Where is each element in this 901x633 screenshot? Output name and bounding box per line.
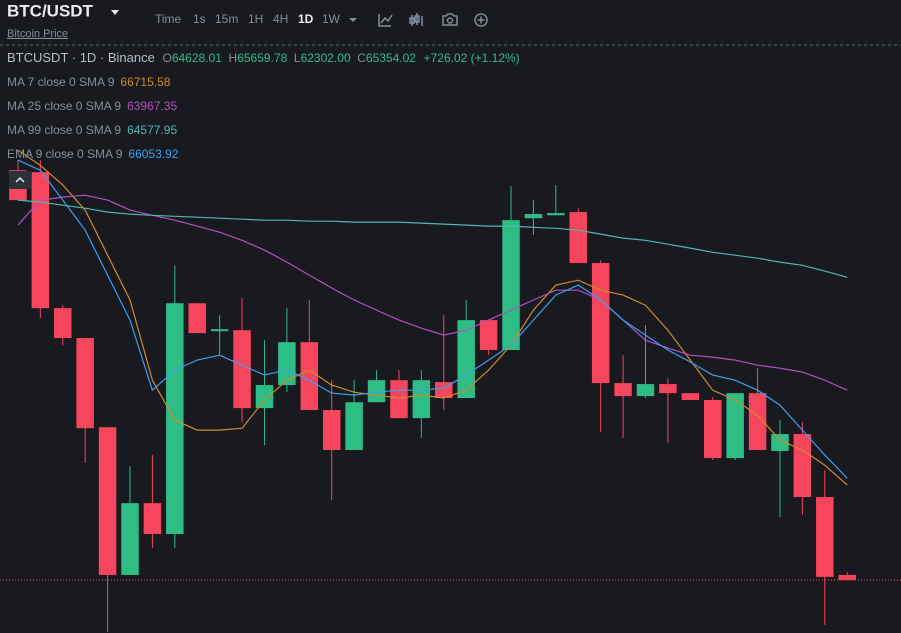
candle-body [390, 380, 408, 419]
candle-body [166, 303, 184, 535]
candle-body [636, 384, 655, 397]
ma-legend-value: 64577.95 [127, 123, 177, 137]
more-intervals[interactable] [349, 18, 357, 22]
candle-body [278, 342, 296, 386]
ma-legend-name: EMA 9 close 0 SMA 9 [7, 147, 123, 161]
candle-body [76, 338, 94, 429]
candle-body [524, 214, 543, 219]
candle-body [233, 330, 251, 409]
candle-body [255, 385, 274, 409]
candle-body [591, 263, 610, 384]
ma-legend-name: MA 7 close 0 SMA 9 [7, 75, 115, 89]
ohlc-value: 65659.78 [237, 51, 287, 65]
ma-line [17, 159, 848, 479]
candle-body [143, 503, 162, 535]
candle-body [771, 434, 789, 451]
ma-legend-name: MA 99 close 0 SMA 9 [7, 123, 121, 137]
symbol[interactable]: BTC/USDT [7, 1, 94, 20]
symbol-dropdown[interactable] [111, 10, 119, 15]
toolbar: Time 1s 15m 1H 4H 1D 1W [155, 12, 341, 26]
subtitle-link[interactable]: Bitcoin Price [7, 28, 68, 40]
ohlc-label: H [229, 51, 238, 65]
candle-body [726, 393, 744, 459]
candle-body [412, 380, 431, 419]
collapse-button[interactable] [9, 171, 31, 189]
chart-type-icon[interactable] [409, 13, 423, 26]
candle-body [547, 213, 565, 216]
candle-body [748, 393, 767, 450]
interval-button[interactable]: 1D [298, 12, 314, 26]
candle-body [816, 497, 834, 577]
interval-button[interactable]: 15m [215, 12, 238, 26]
ma-legend: MA 7 close 0 SMA 9 66715.58 MA 25 close 0 … [7, 75, 179, 161]
ma-line [17, 199, 848, 278]
ma-legend-value: 66053.92 [128, 147, 178, 161]
candle-body [569, 212, 587, 264]
ohlc-value: 65354.02 [366, 51, 416, 65]
candle-body [793, 434, 812, 498]
indicator-icon[interactable] [378, 14, 393, 27]
candle-body [659, 384, 677, 394]
candle-body [614, 383, 632, 397]
candle-body [54, 308, 72, 339]
interval-button[interactable]: 1s [193, 12, 206, 26]
candle-body [31, 172, 50, 309]
candle-body [300, 342, 319, 411]
ohlc-label: O [162, 51, 171, 65]
ma-legend-row: MA 7 close 0 SMA 9 66715.58 [7, 75, 171, 89]
ma-legend-row: MA 99 close 0 SMA 9 64577.95 [7, 123, 177, 137]
ohlc-value: 62302.00 [301, 51, 351, 65]
candle-body [502, 220, 520, 351]
ma-line [17, 194, 848, 391]
ohlc-label: L [294, 51, 301, 65]
legend-title: BTCUSDT · 1D · Binance [7, 50, 155, 65]
ma-legend-value: 63967.35 [127, 99, 177, 113]
candle-body [703, 400, 722, 459]
candle-body [367, 380, 386, 403]
candle-body [121, 503, 139, 575]
ma-legend-row: MA 25 close 0 SMA 9 63967.35 [7, 99, 177, 113]
interval-button[interactable]: 1W [322, 12, 341, 26]
candle-body [188, 303, 206, 334]
interval-button[interactable]: 4H [273, 12, 288, 26]
plot-area [0, 149, 901, 633]
candle-body [838, 574, 856, 581]
candle-body [457, 320, 475, 399]
ohlc-label: C [357, 51, 366, 65]
candle-body [98, 427, 117, 575]
candle-body [322, 410, 341, 450]
candle-body [210, 329, 229, 332]
candle-body [681, 393, 700, 401]
interval-button[interactable]: 1H [248, 12, 263, 26]
ma-legend-name: MA 25 close 0 SMA 9 [7, 99, 121, 113]
interval-button[interactable]: Time [155, 12, 182, 26]
ma-legend-row: EMA 9 close 0 SMA 9 66053.92 [7, 147, 179, 161]
ohlc-value: 64628.01 [172, 51, 222, 65]
collapse-icon[interactable] [15, 176, 25, 183]
ohlc-legend: BTCUSDT · 1D · Binance O64628.01 H65659.… [7, 50, 520, 65]
add-icon[interactable] [474, 13, 488, 27]
screenshot-icon[interactable] [442, 13, 458, 26]
candle-body [479, 320, 498, 351]
candle-body [345, 402, 363, 450]
change: +726.02 (+1.12%) [424, 51, 520, 65]
ma-legend-value: 66715.58 [120, 75, 170, 89]
